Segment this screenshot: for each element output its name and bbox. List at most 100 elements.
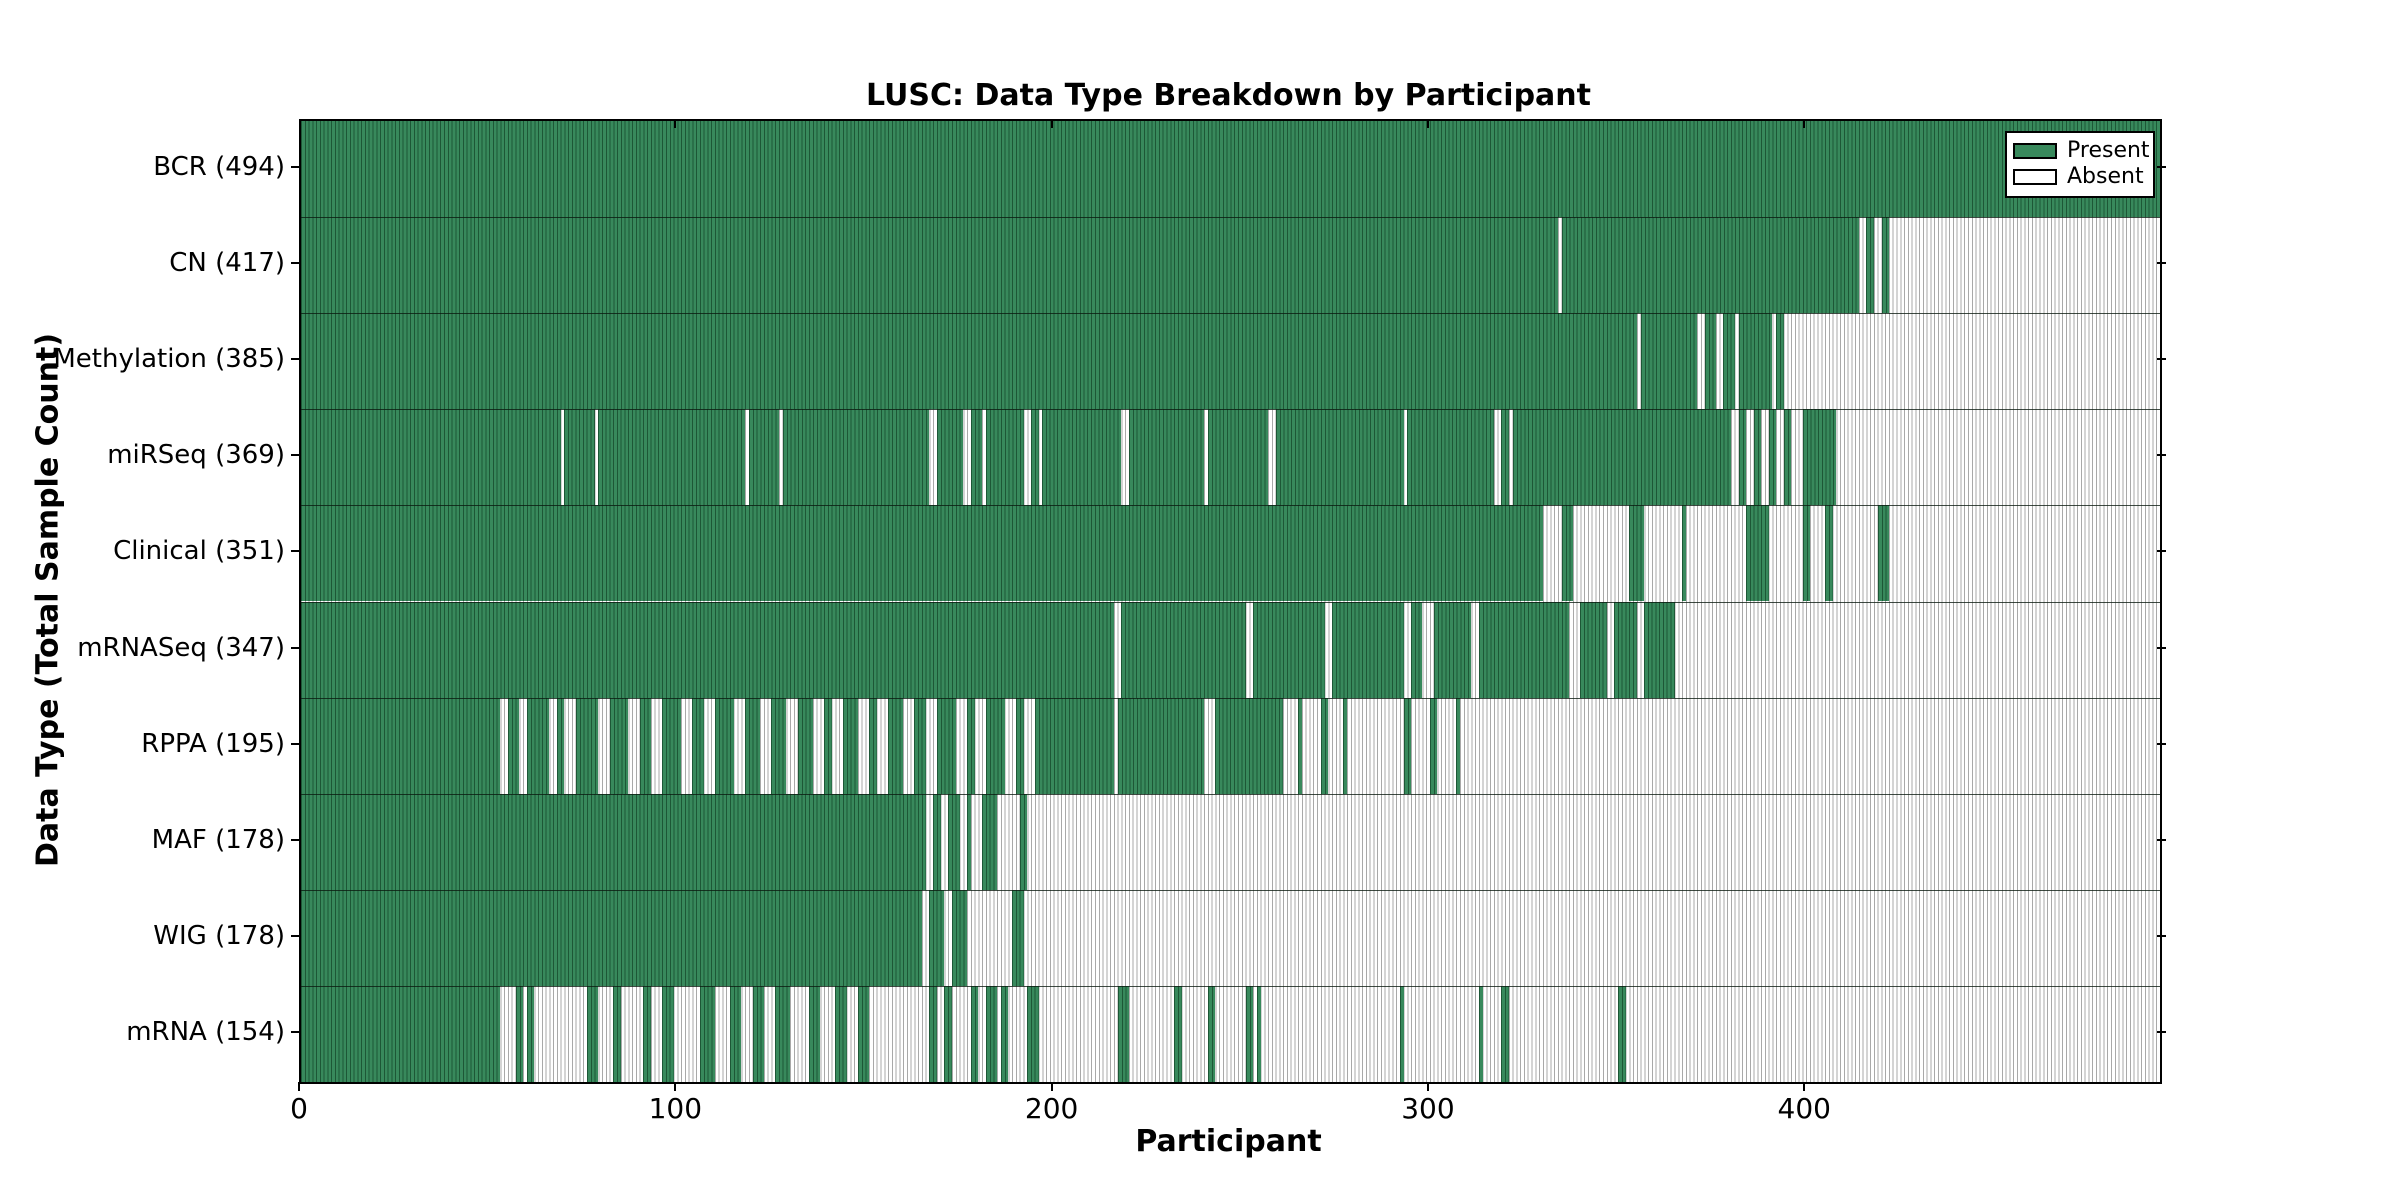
present-segment <box>1253 601 1325 698</box>
present-segment <box>748 409 779 506</box>
present-segment <box>1580 601 1607 698</box>
row-divider <box>301 985 2160 987</box>
row-divider <box>301 409 2160 411</box>
present-segment <box>1640 313 1698 410</box>
present-segment <box>1802 409 1837 506</box>
y-tick-label-Methylation: Methylation (385) <box>53 344 285 375</box>
present-segment <box>556 697 565 794</box>
present-segment <box>301 217 1558 314</box>
present-segment <box>301 409 561 506</box>
present-segment <box>1027 985 1039 1082</box>
legend-entry-absent: Absent <box>2013 164 2147 190</box>
present-segment <box>1478 985 1483 1082</box>
row-divider <box>301 313 2160 315</box>
present-segment <box>301 121 2160 218</box>
x-tick-top <box>1050 121 1053 128</box>
present-segment <box>1403 697 1412 794</box>
present-segment <box>1704 313 1716 410</box>
present-segment <box>1034 697 1114 794</box>
present-segment <box>970 409 983 506</box>
present-segment <box>933 793 941 890</box>
present-segment <box>662 985 674 1082</box>
row-mRNASeq <box>301 601 2160 698</box>
present-segment <box>515 985 524 1082</box>
present-segment <box>639 697 651 794</box>
present-segment <box>1121 601 1246 698</box>
y-tick-label-WIG: WIG (178) <box>153 920 285 951</box>
y-axis-tick-labels: BCR (494) CN (417) Methylation (385) miRSeq… <box>0 119 289 1080</box>
y-tick-right <box>2157 838 2166 841</box>
present-segment <box>929 985 937 1082</box>
present-segment <box>1215 697 1284 794</box>
present-segment <box>1512 409 1731 506</box>
present-segment <box>948 793 960 890</box>
present-segment <box>985 409 1024 506</box>
y-tick-left <box>291 454 300 457</box>
x-tick-label: 100 <box>648 1092 703 1125</box>
present-segment <box>1561 217 1859 314</box>
x-axis-title: Participant <box>1135 1124 1322 1159</box>
legend-present-swatch <box>2013 143 2057 159</box>
row-WIG <box>301 889 2160 986</box>
present-segment <box>609 697 629 794</box>
present-segment <box>1753 409 1762 506</box>
y-tick-left <box>291 838 300 841</box>
present-segment <box>301 793 926 890</box>
y-tick-right <box>2157 742 2166 745</box>
x-tick-label: 400 <box>1777 1092 1831 1125</box>
present-segment <box>507 697 520 794</box>
y-tick-label-Clinical: Clinical (351) <box>113 536 285 567</box>
present-segment <box>1618 985 1626 1082</box>
present-segment <box>970 985 979 1082</box>
present-segment <box>1723 313 1735 410</box>
y-tick-right <box>2157 358 2166 361</box>
y-tick-label-miRSeq: miRSeq (369) <box>107 440 285 471</box>
present-segment <box>1825 505 1833 602</box>
present-segment <box>936 697 956 794</box>
x-tick-label: 300 <box>1401 1092 1455 1125</box>
present-segment <box>1456 697 1461 794</box>
present-segment <box>771 697 787 794</box>
present-segment <box>824 697 832 794</box>
present-segment <box>842 697 858 794</box>
y-tick-label-mRNA: mRNA (154) <box>126 1016 285 1047</box>
present-segment <box>301 889 922 986</box>
x-tick-top <box>674 121 677 128</box>
y-tick-right <box>2157 550 2166 553</box>
row-CN <box>301 217 2160 314</box>
legend-present-label: Present <box>2067 138 2150 163</box>
present-segment <box>692 697 704 794</box>
present-segment <box>662 697 682 794</box>
present-segment <box>1411 601 1423 698</box>
present-segment <box>301 313 1637 410</box>
y-tick-label-CN: CN (417) <box>169 248 285 279</box>
y-tick-left <box>291 1030 300 1033</box>
present-segment <box>1256 985 1261 1082</box>
x-tick <box>1426 1082 1429 1091</box>
row-Methylation <box>301 313 2160 410</box>
row-RPPA <box>301 697 2160 794</box>
present-segment <box>1478 601 1570 698</box>
y-tick-right <box>2157 1030 2166 1033</box>
present-segment <box>301 601 1114 698</box>
present-segment <box>526 985 535 1082</box>
present-segment <box>809 985 821 1082</box>
present-segment <box>1332 601 1404 698</box>
present-segment <box>1298 697 1302 794</box>
present-segment <box>1128 409 1205 506</box>
present-segment <box>936 409 964 506</box>
present-segment <box>944 985 952 1082</box>
present-segment <box>1031 409 1039 506</box>
present-segment <box>1877 505 1890 602</box>
present-segment <box>1320 697 1329 794</box>
row-divider <box>301 697 2160 699</box>
present-segment <box>1746 505 1769 602</box>
present-segment <box>1433 601 1472 698</box>
legend-entry-present: Present <box>2013 138 2150 164</box>
row-divider <box>301 889 2160 891</box>
present-segment <box>775 985 791 1082</box>
present-segment <box>564 409 595 506</box>
present-segment <box>1399 985 1404 1082</box>
present-segment <box>1117 985 1129 1082</box>
